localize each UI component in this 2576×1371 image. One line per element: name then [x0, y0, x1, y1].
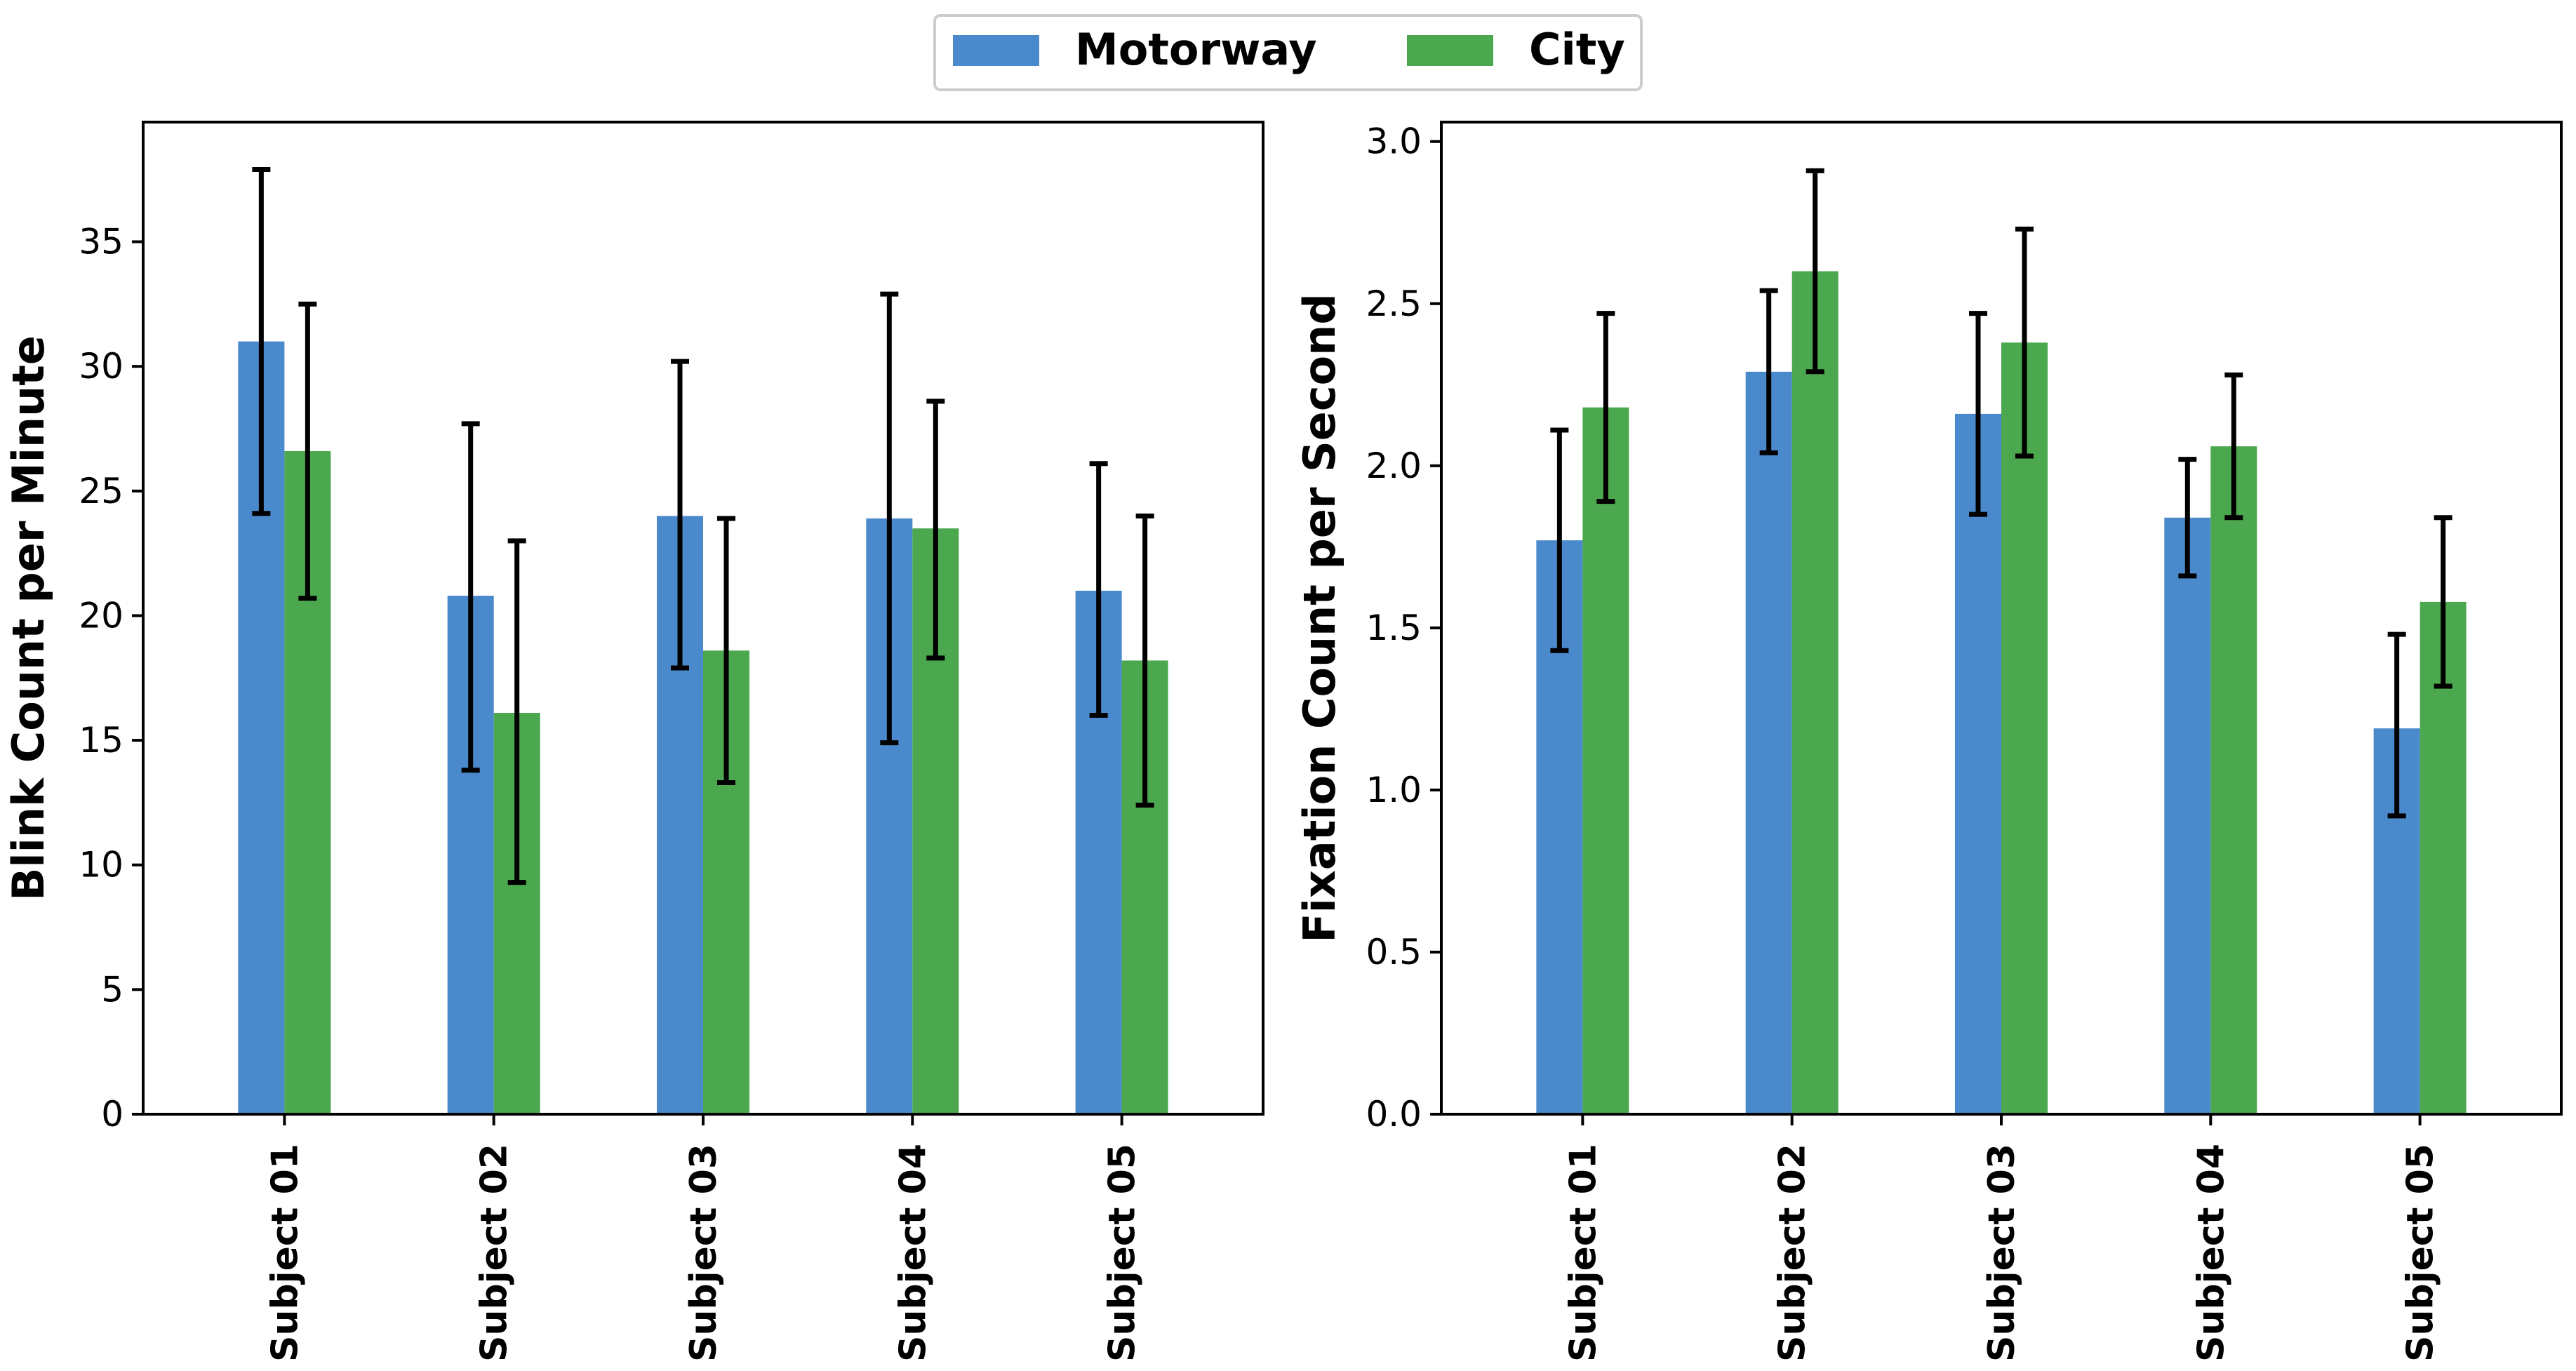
- blink-ytick-label: 20: [79, 595, 124, 636]
- fixation-errorbar-motorway-subject-05: [2387, 631, 2406, 819]
- fixation-errorbar-motorway-subject-01: [1550, 427, 1569, 653]
- fixation-x-axis: Subject 01 Subject 02 Subject 03 Subject 04…: [1562, 1114, 2442, 1362]
- fixation-xtick-label-subject-05: Subject 05: [2400, 1144, 2442, 1362]
- fixation-error-bars: [1550, 168, 2452, 819]
- fixation-errorbar-city-subject-02: [1806, 168, 1824, 375]
- blink-x-axis: Subject 01 Subject 02 Subject 03 Subject 04…: [264, 1114, 1144, 1362]
- fixation-ytick-label: 0.0: [1366, 1094, 1422, 1135]
- blink-errorbar-motorway-subject-01: [252, 167, 271, 516]
- legend-label-city: City: [1529, 24, 1625, 75]
- fixation-xtick-label-subject-02: Subject 02: [1772, 1144, 1814, 1362]
- legend-swatch-city: [1407, 35, 1493, 66]
- blink-ytick-label: 35: [79, 222, 124, 262]
- blink-xtick-label-subject-02: Subject 02: [474, 1144, 516, 1362]
- fixation-ytick-label: 3.0: [1366, 121, 1422, 162]
- fixation-xtick-label-subject-04: Subject 04: [2190, 1144, 2232, 1362]
- blink-xtick-label-subject-01: Subject 01: [264, 1144, 306, 1362]
- legend-label-motorway: Motorway: [1075, 24, 1317, 75]
- blink-errorbar-city-subject-05: [1135, 513, 1154, 808]
- fixation-y-axis: 0.0 0.5 1.0 1.5 2.0 2.5 3.0: [1366, 121, 1441, 1135]
- blink-ytick-label: 25: [79, 471, 124, 511]
- blink-y-axis: 0 5 10 15 20 25 30 35: [79, 222, 143, 1135]
- fixation-bar-motorway-subject-02: [1745, 371, 1792, 1114]
- blink-error-bars: [252, 167, 1154, 885]
- fixation-errorbar-city-subject-03: [2015, 226, 2034, 459]
- blink-xtick-label-subject-04: Subject 04: [892, 1144, 934, 1362]
- fixation-count-chart: 0.00.51.01.52.02.53.0 Subject 01 Subject …: [1294, 121, 2563, 1362]
- fixation-errorbar-city-subject-01: [1596, 311, 1615, 504]
- fixation-errorbar-motorway-subject-04: [2178, 457, 2197, 579]
- fixation-errorbar-motorway-subject-03: [1969, 311, 1987, 517]
- blink-ytick-label: 0: [101, 1094, 124, 1135]
- blink-xtick-label-subject-05: Subject 05: [1102, 1144, 1144, 1362]
- blink-ytick-label: 5: [101, 969, 124, 1010]
- blink-ytick-label: 10: [79, 845, 124, 885]
- fixation-bar-city-subject-01: [1582, 407, 1629, 1114]
- fixation-bar-city-subject-02: [1791, 271, 1838, 1114]
- blink-errorbar-city-subject-04: [926, 399, 945, 661]
- fixation-bar-motorway-subject-04: [2164, 517, 2211, 1114]
- legend-frame: [933, 14, 1643, 91]
- blink-y-axis-label: Blink Count per Minute: [3, 335, 54, 901]
- fixation-errorbar-city-subject-05: [2434, 515, 2452, 689]
- fixation-bar-city-subject-04: [2210, 446, 2257, 1114]
- fixation-xtick-label-subject-03: Subject 03: [1981, 1144, 2023, 1362]
- blink-xtick-label-subject-03: Subject 03: [683, 1144, 725, 1362]
- fixation-xtick-label-subject-01: Subject 01: [1562, 1144, 1604, 1362]
- fixation-errorbar-city-subject-04: [2224, 372, 2243, 521]
- fixation-ytick-label: 1.0: [1366, 770, 1422, 810]
- fixation-ytick-label: 0.5: [1366, 932, 1422, 972]
- blink-errorbar-motorway-subject-04: [880, 291, 899, 746]
- fixation-ytick-label: 1.5: [1366, 608, 1422, 648]
- blink-bars: [238, 341, 1168, 1115]
- blink-errorbar-city-subject-02: [507, 538, 526, 885]
- fixation-bar-motorway-subject-03: [1955, 413, 2001, 1114]
- blink-errorbar-city-subject-01: [298, 301, 317, 601]
- legend: Motorway City: [933, 14, 1643, 91]
- blink-errorbar-motorway-subject-03: [671, 359, 689, 671]
- fixation-errorbar-motorway-subject-02: [1759, 288, 1778, 455]
- fixation-ytick-label: 2.0: [1366, 446, 1422, 486]
- blink-errorbar-motorway-subject-05: [1089, 461, 1108, 718]
- blink-ytick-label: 15: [79, 720, 124, 761]
- blink-errorbar-city-subject-03: [717, 516, 735, 785]
- fixation-bar-city-subject-03: [2001, 342, 2048, 1115]
- blink-ytick-label: 30: [79, 346, 124, 387]
- legend-swatch-motorway: [953, 35, 1039, 66]
- fixation-y-axis-label: Fixation Count per Second: [1294, 293, 1345, 942]
- fixation-ytick-label: 2.5: [1366, 283, 1422, 324]
- blink-errorbar-motorway-subject-02: [461, 421, 480, 773]
- fixation-bars: [1536, 271, 2467, 1115]
